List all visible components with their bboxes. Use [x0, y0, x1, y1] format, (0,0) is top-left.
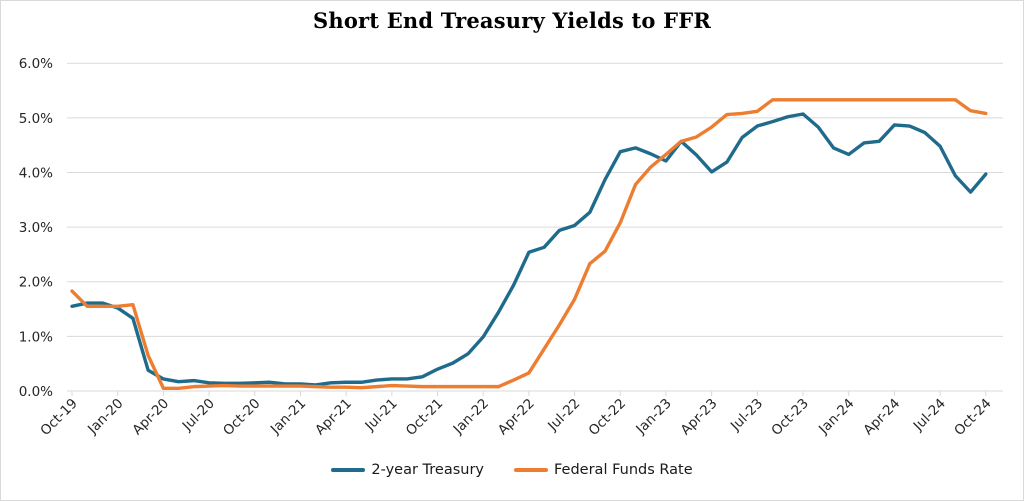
y-axis-label: 4.0% — [19, 165, 53, 181]
x-axis-label: Jan-22 — [450, 396, 492, 438]
legend-line-marker-orange — [514, 468, 548, 472]
x-axis-label: Jul-20 — [179, 396, 218, 435]
legend: 2-year Treasury Federal Funds Rate — [1, 462, 1023, 478]
x-axis-label: Oct-21 — [403, 396, 446, 439]
chart-title: Short End Treasury Yields to FFR — [312, 8, 712, 33]
x-axis-label: Oct-24 — [951, 396, 994, 439]
x-axis-label: Apr-23 — [678, 396, 721, 439]
x-axis-label: Apr-21 — [312, 396, 355, 439]
x-axis-label: Oct-23 — [768, 396, 811, 439]
x-axis-label: Oct-19 — [37, 396, 80, 439]
x-axis-label: Jul-22 — [544, 396, 583, 435]
x-axis-label: Jan-20 — [84, 396, 126, 438]
legend-item-2-year-treasury: 2-year Treasury — [331, 462, 484, 478]
y-axis-label: 2.0% — [19, 275, 53, 291]
y-axis-label: 1.0% — [19, 329, 53, 345]
series-line-2-year-treasury — [70, 112, 988, 387]
x-axis-label: Jan-24 — [815, 396, 857, 438]
legend-label-2-year-treasury: 2-year Treasury — [371, 462, 484, 478]
y-axis-label: 0.0% — [19, 384, 53, 400]
y-axis-label: 5.0% — [19, 111, 53, 127]
x-axis-label: Jul-24 — [910, 396, 949, 435]
x-axis-label: Jul-21 — [362, 396, 401, 435]
x-axis-label: Oct-22 — [586, 396, 629, 439]
x-axis-label: Jul-23 — [727, 396, 766, 435]
x-axis-label: Oct-20 — [220, 396, 263, 439]
x-axis-label: Jan-23 — [632, 396, 674, 438]
series-line-federal-funds-rate — [70, 98, 988, 390]
y-axis-label: 3.0% — [19, 220, 53, 236]
y-axis-label: 6.0% — [19, 56, 53, 72]
x-axis-label: Apr-22 — [495, 396, 538, 439]
x-axis-label: Apr-24 — [860, 396, 903, 439]
x-axis-label: Apr-20 — [129, 396, 172, 439]
legend-item-federal-funds-rate: Federal Funds Rate — [514, 462, 693, 478]
legend-label-federal-funds-rate: Federal Funds Rate — [554, 462, 693, 478]
legend-line-marker-blue — [331, 468, 366, 472]
x-axis-label: Jan-21 — [267, 396, 309, 438]
